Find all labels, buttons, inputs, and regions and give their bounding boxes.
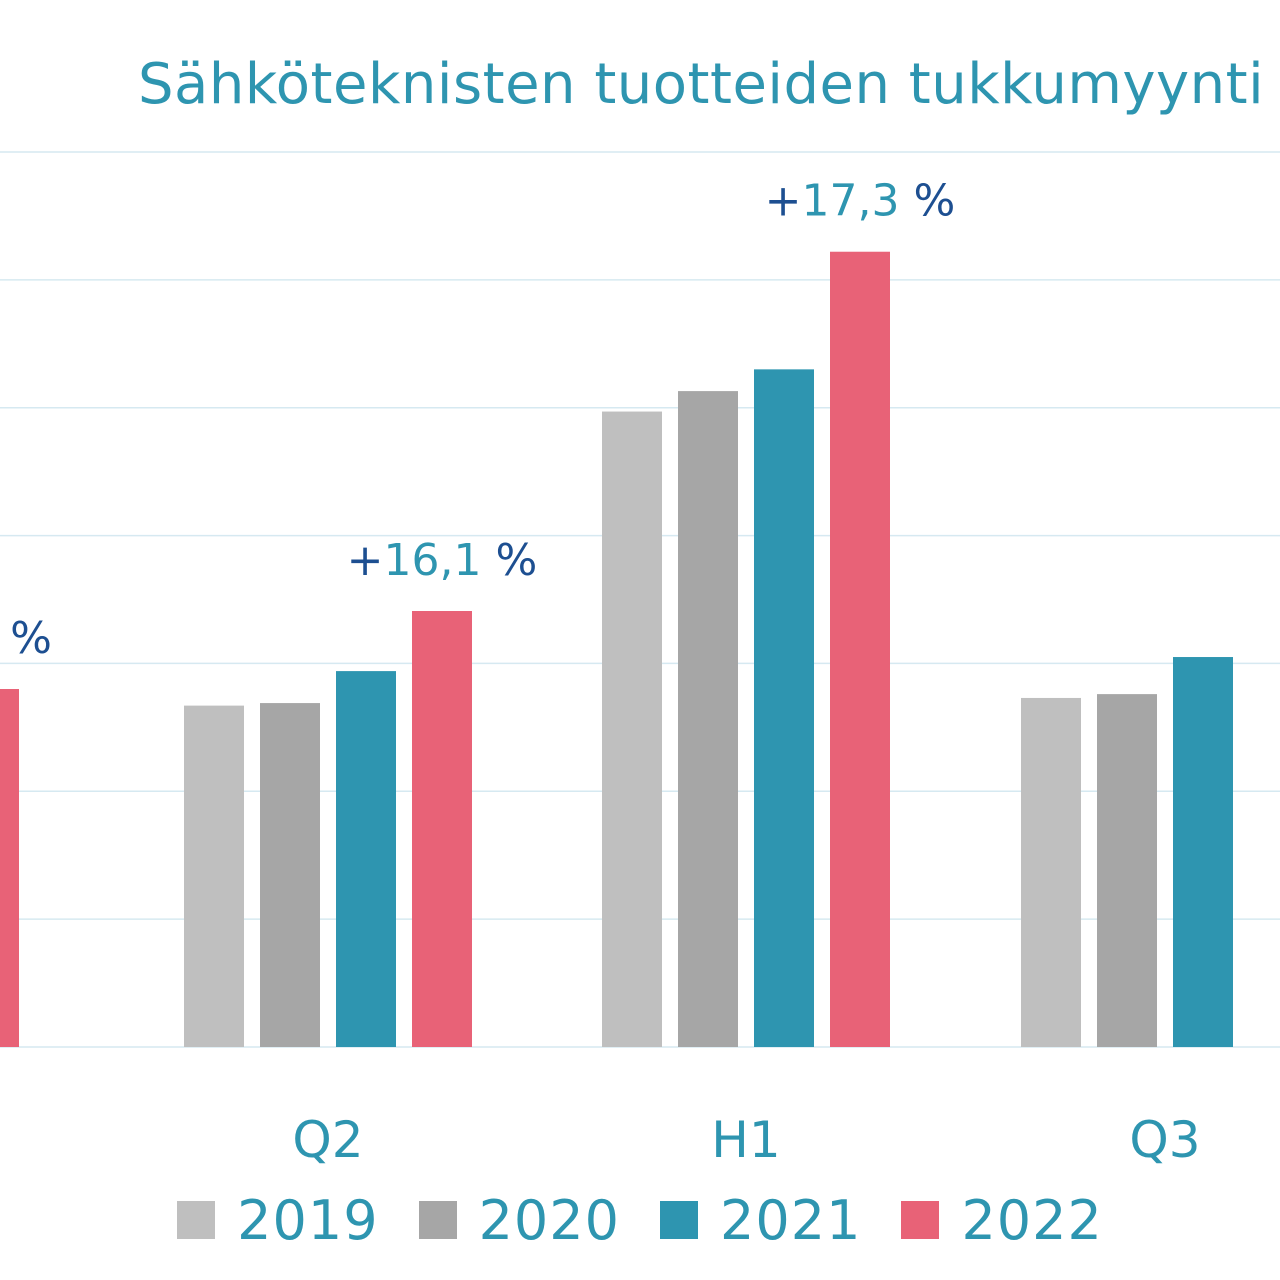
legend-swatch <box>418 1201 457 1239</box>
bar-2020-h1 <box>678 391 738 1047</box>
bar-2021-q2 <box>336 671 396 1047</box>
data-label-q2: +16,1 % <box>347 535 538 586</box>
legend: 2019 2020 2021 2022 <box>0 1180 1280 1260</box>
legend-swatch <box>660 1201 698 1239</box>
legend-label: 2019 <box>237 1188 379 1252</box>
bar-2021-q3 <box>1173 657 1233 1047</box>
bar-chart: 8,8 % +16,1 % +17,3 % Q2 H1 Q3 <box>0 151 1280 1169</box>
bar-2019-q3 <box>1021 697 1081 1047</box>
bar-2019-q2 <box>184 705 244 1047</box>
legend-item-2021: 2021 <box>660 1189 861 1252</box>
legend-item-2020: 2020 <box>418 1188 620 1252</box>
bars <box>0 251 1233 1047</box>
bar-2022-h1 <box>830 251 890 1047</box>
x-tick-q3: Q3 <box>1129 1111 1200 1169</box>
legend-swatch <box>901 1201 940 1239</box>
data-labels: 8,8 % +16,1 % +17,3 % <box>0 176 955 664</box>
legend-swatch <box>177 1201 216 1239</box>
chart-title: Sähköteknisten tuotteiden tukkumyynti <box>138 52 1265 117</box>
bar-2021-h1 <box>754 369 814 1047</box>
x-tick-q2: Q2 <box>292 1111 363 1169</box>
legend-label: 2020 <box>478 1188 620 1252</box>
legend-label: 2022 <box>961 1188 1103 1252</box>
legend-item-2022: 2022 <box>901 1189 1102 1252</box>
bar-2022-q1 <box>0 689 19 1047</box>
legend-item-2019: 2019 <box>177 1189 378 1252</box>
bar-2022-q2 <box>412 611 472 1047</box>
bar-2019-h1 <box>602 411 662 1047</box>
legend-label: 2021 <box>720 1188 862 1252</box>
bar-2020-q2 <box>260 703 320 1047</box>
x-tick-h1: H1 <box>711 1111 780 1169</box>
bar-2020-q3 <box>1097 694 1157 1047</box>
x-tick-labels: Q2 H1 Q3 <box>292 1111 1200 1169</box>
data-label-h1: +17,3 % <box>765 176 956 227</box>
data-label-q1: 8,8 % <box>0 613 52 664</box>
